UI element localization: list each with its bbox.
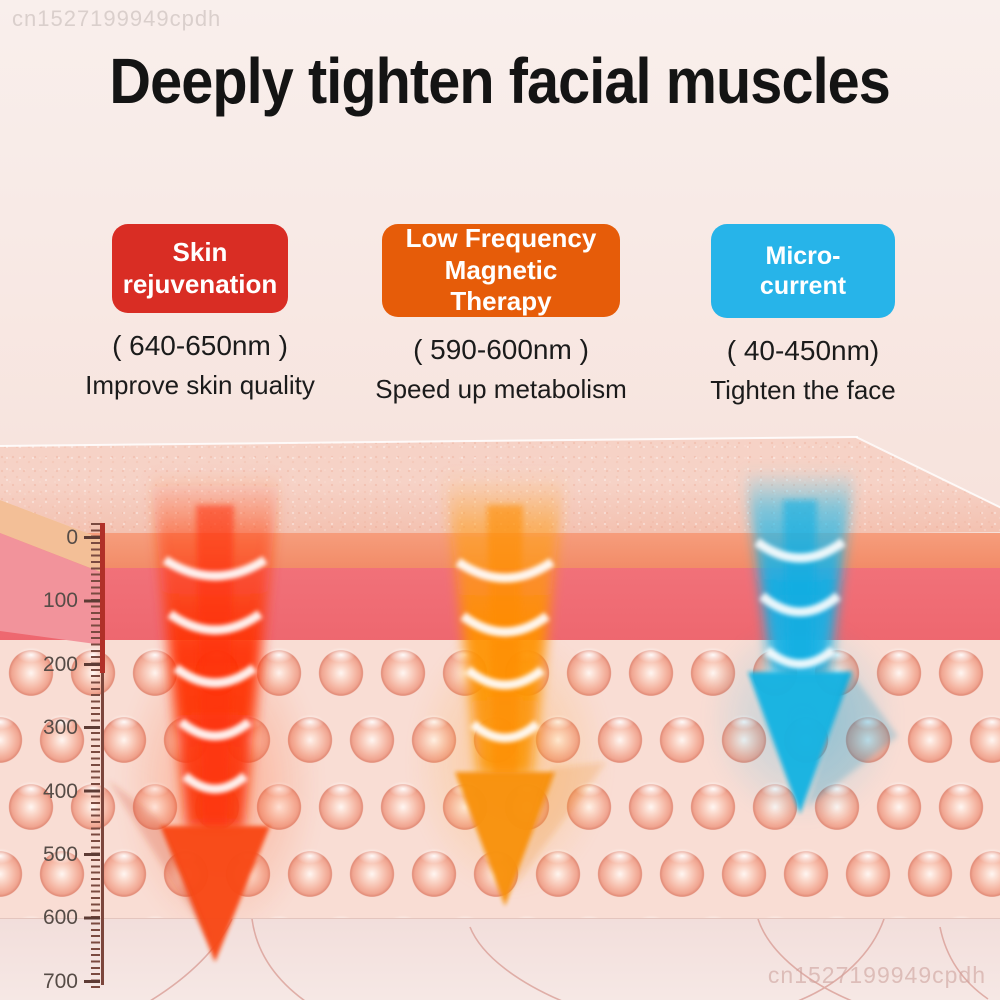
energy-beams (108, 468, 898, 962)
deep-tissue-layer (0, 918, 1000, 1000)
red-light-beam (108, 472, 280, 962)
treatment-magnetic-therapy: Low Frequency Magnetic Therapy ( 590-600… (351, 223, 651, 405)
ruler-label: 200 (42, 652, 78, 676)
wavelength-label: ( 640-650nm ) (112, 330, 288, 361)
ruler-label: 400 (42, 779, 78, 803)
orange-light-beam (445, 472, 606, 906)
ruler-bar-thin (101, 673, 104, 985)
skin-cross-section: 0 100 200 300 400 500 600 700 (0, 420, 1000, 1000)
ruler-major-ticks (84, 536, 100, 984)
ruler-label: 600 (42, 906, 78, 930)
ruler-label: 100 (42, 589, 78, 613)
watermark-top: cn1527199949cpdh (12, 6, 222, 31)
benefit-label: Speed up metabolism (375, 374, 627, 404)
magnetic-therapy-badge: Low Frequency Magnetic Therapy (382, 223, 620, 317)
benefit-label: Tighten the face (710, 375, 896, 405)
page-title: Deeply tighten facial muscles (0, 44, 1000, 118)
treatment-micro-current: Micro- current ( 40-450nm) Tighten the f… (653, 224, 953, 406)
micro-current-badge: Micro- current (711, 224, 895, 318)
wavelength-label: ( 40-450nm) (726, 335, 880, 366)
depth-ruler: 0 100 200 300 400 500 600 700 (43, 515, 110, 993)
page-title-text: Deeply tighten facial muscles (109, 45, 891, 117)
wavelength-label: ( 590-600nm ) (413, 334, 589, 365)
treatment-red-light: Skin rejuvenation ( 640-650nm ) Improve … (50, 224, 350, 401)
skin-rejuvenation-badge: Skin rejuvenation (112, 224, 288, 313)
ruler-bar-thick (100, 523, 105, 673)
ruler-label: 700 (42, 969, 78, 993)
watermark-bottom: cn1527199949cpdh (767, 962, 986, 988)
ruler-label: 300 (42, 716, 78, 740)
blue-current-beam (745, 468, 898, 814)
ruler-labels: 0 100 200 300 400 500 600 700 (18, 515, 78, 993)
benefit-label: Improve skin quality (85, 370, 315, 400)
ruler-label: 500 (42, 843, 78, 866)
ruler-label: 0 (66, 526, 78, 549)
